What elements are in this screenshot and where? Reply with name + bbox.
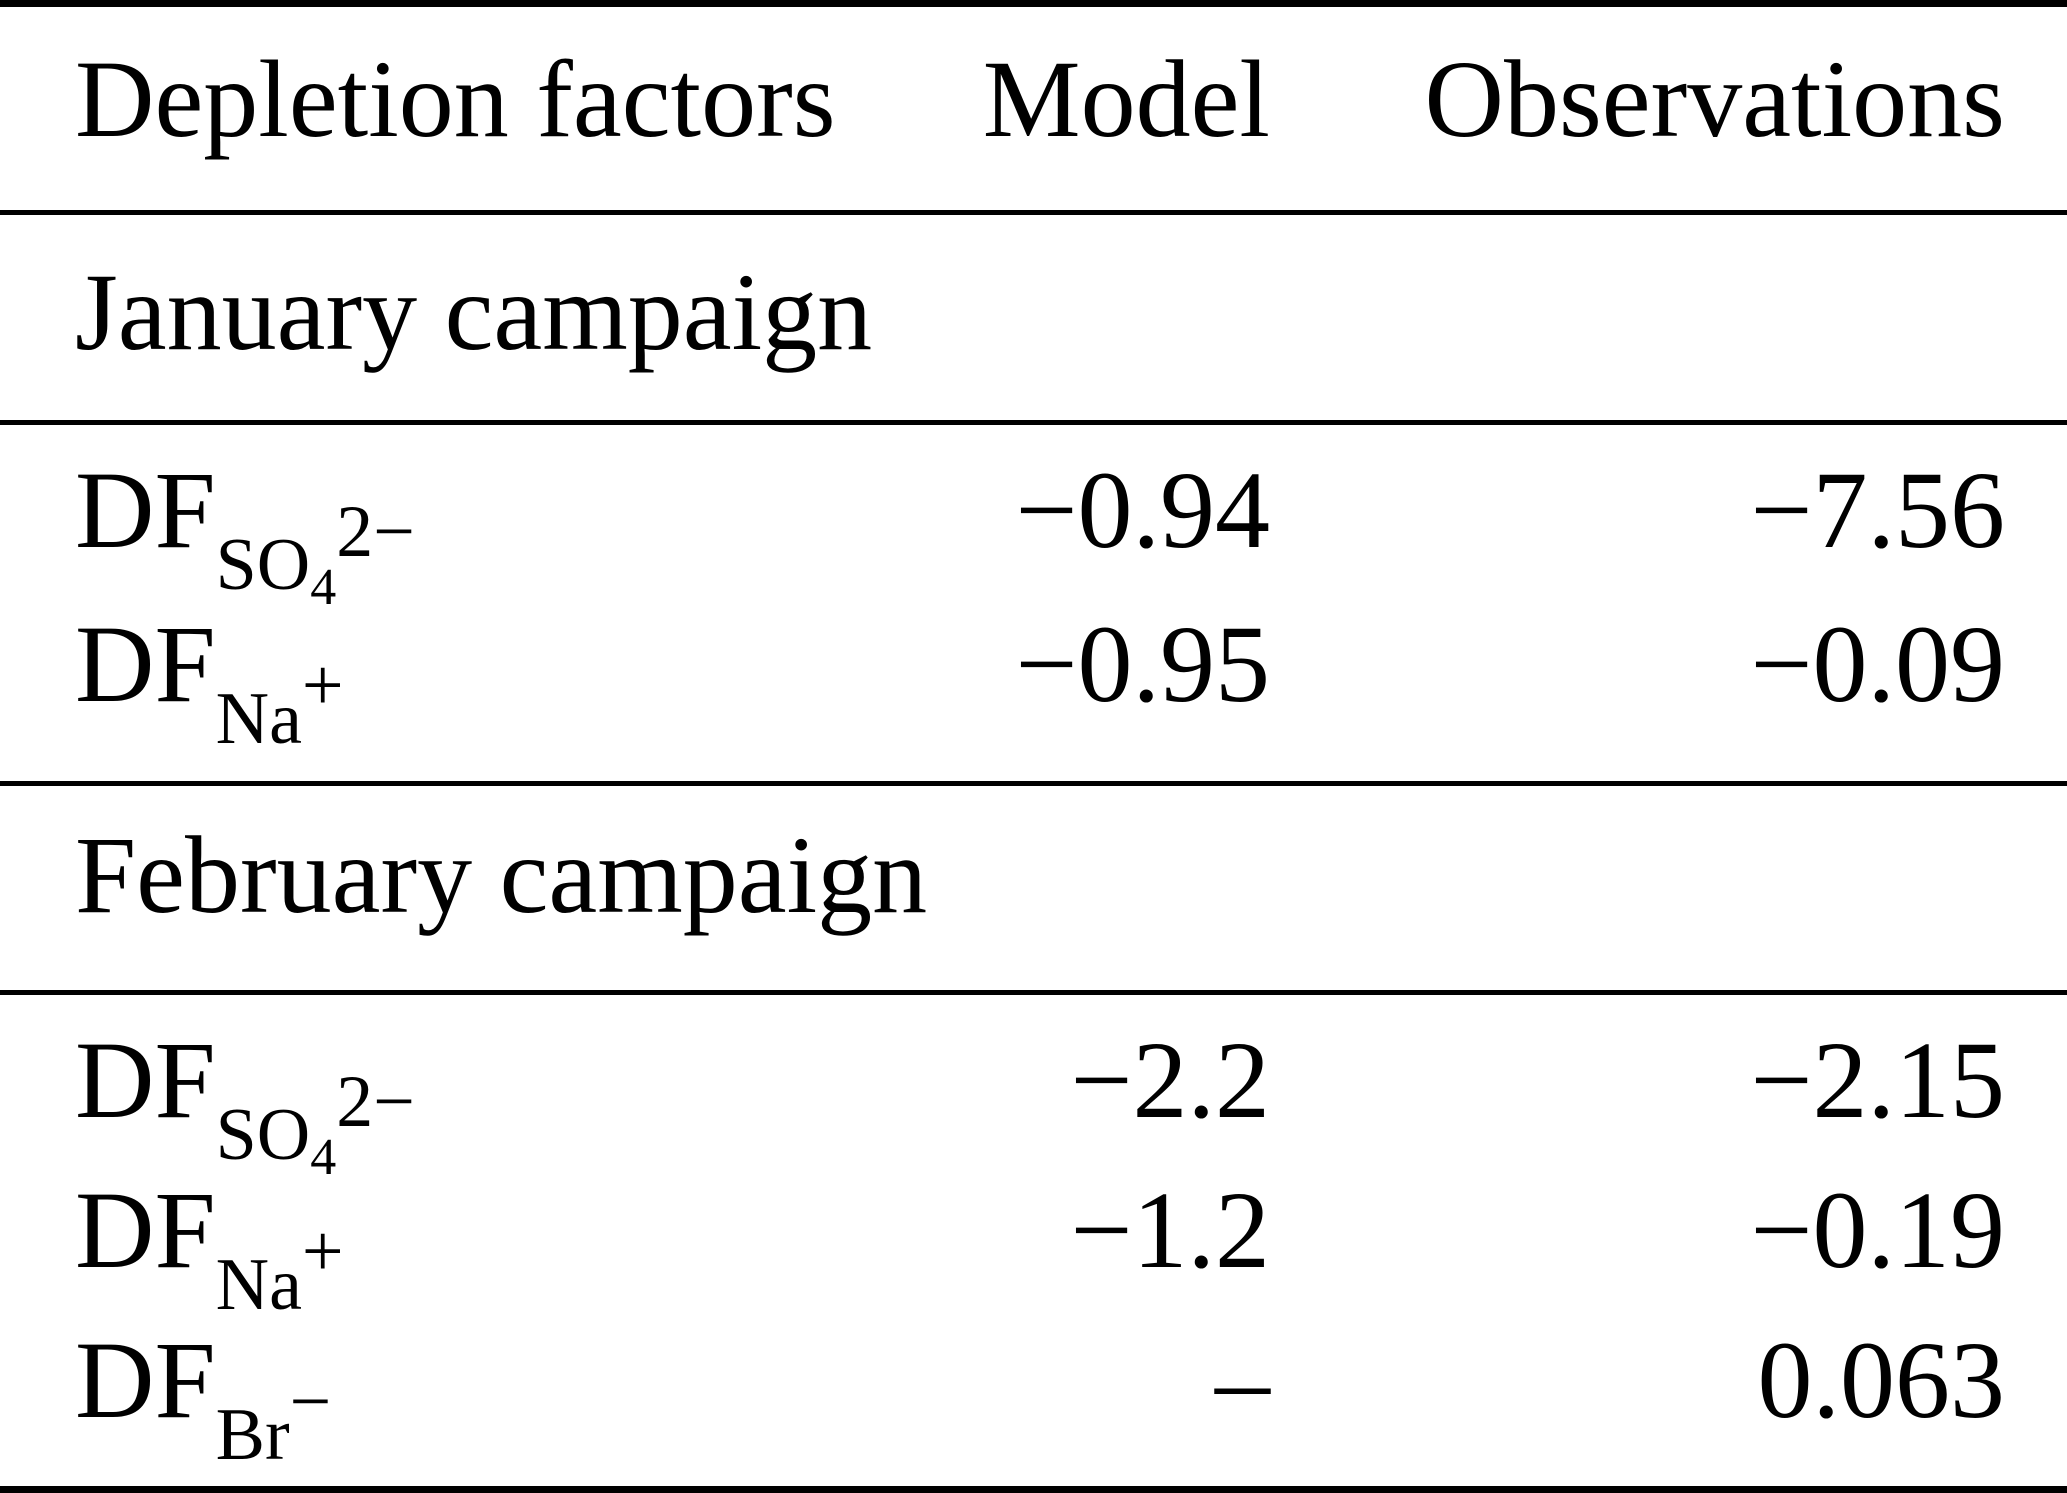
table-row-feb-na: DFNa+ −1.2 −0.19	[0, 1155, 2067, 1322]
model-value: −1.2	[1070, 1169, 1270, 1291]
header-observations: Observations	[1424, 38, 2005, 160]
row-label-formula: DFNa+	[0, 587, 775, 756]
table-row-feb-so4: DFSO42− −2.2 −2.15	[0, 1005, 2067, 1184]
january-rows-block: DFSO42− −0.94 −7.56 DFNa+ −0.95 −0.09	[0, 425, 2067, 786]
formula-sup: +	[301, 645, 344, 727]
formula-base: DF	[75, 1319, 216, 1441]
row-label-formula: DFNa+	[0, 1155, 775, 1322]
formula-sup: 2−	[336, 1061, 415, 1143]
formula-base: DF	[75, 603, 216, 725]
formula-subsub: 4	[310, 1129, 337, 1186]
model-value: −0.94	[1015, 449, 1270, 571]
model-value: −2.2	[1070, 1019, 1270, 1141]
observations-value: −0.09	[1750, 603, 2005, 725]
row-label-formula: DFSO42−	[0, 1005, 775, 1184]
formula-sub: SO4	[215, 1094, 337, 1186]
formula-sub: Na	[215, 678, 302, 760]
observations-value: −2.15	[1750, 1019, 2005, 1141]
section-title-february: February campaign	[0, 786, 2067, 995]
table-row-jan-na: DFNa+ −0.95 −0.09	[0, 587, 2067, 756]
formula-sup: 2−	[336, 491, 415, 573]
model-value: −0.95	[1015, 603, 1270, 725]
row-label-formula: DFBr−	[0, 1305, 775, 1472]
formula-sub: Na	[215, 1244, 302, 1326]
header-depletion-factors: Depletion factors	[75, 38, 836, 160]
observations-value: −7.56	[1750, 449, 2005, 571]
table-header-row: Depletion factors Model Observations	[0, 7, 2067, 215]
observations-value: 0.063	[1757, 1319, 2006, 1441]
observations-value: −0.19	[1750, 1169, 2005, 1291]
formula-sub: Br	[215, 1394, 290, 1476]
formula-base: DF	[75, 1169, 216, 1291]
formula-sup: +	[301, 1211, 344, 1293]
section-title-text: January campaign	[75, 251, 873, 373]
formula-subsub: 4	[310, 559, 337, 616]
row-label-formula: DFSO42−	[0, 433, 775, 614]
table-row-feb-br: DFBr− – 0.063	[0, 1305, 2067, 1472]
table-row-jan-so4: DFSO42− −0.94 −7.56	[0, 433, 2067, 614]
formula-sup: −	[289, 1361, 332, 1443]
formula-sub: SO4	[215, 524, 337, 616]
model-value: –	[1215, 1319, 1270, 1441]
section-title-text: February campaign	[75, 814, 928, 936]
header-model: Model	[982, 38, 1270, 160]
section-title-january: January campaign	[0, 215, 2067, 425]
february-rows-block: DFSO42− −2.2 −2.15 DFNa+ −1.2 −0.19 DFBr…	[0, 995, 2067, 1486]
formula-base: DF	[75, 449, 216, 571]
formula-base: DF	[75, 1019, 216, 1141]
